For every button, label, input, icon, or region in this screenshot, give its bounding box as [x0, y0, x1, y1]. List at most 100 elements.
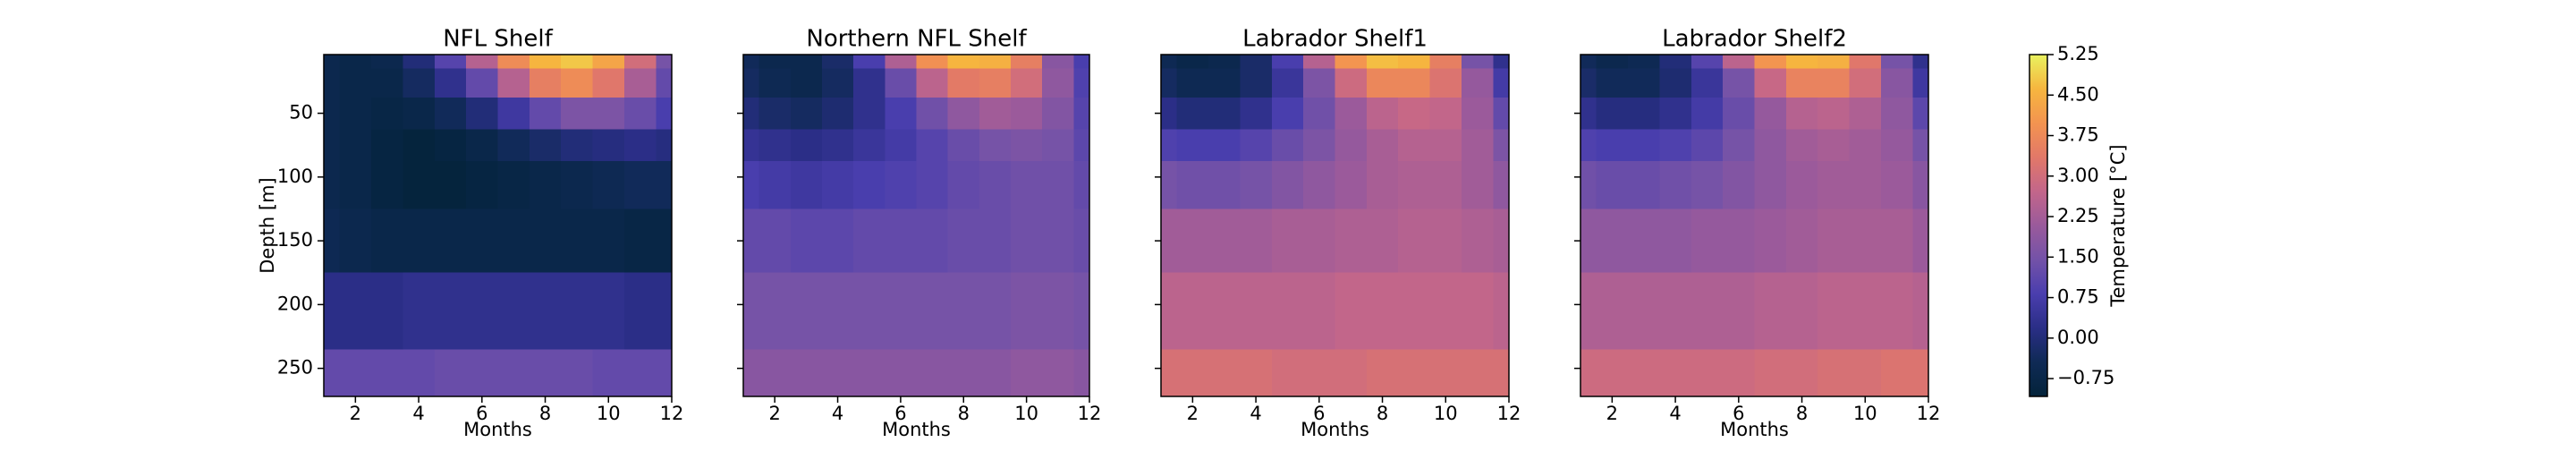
heat-cell [758, 272, 792, 350]
heat-cell [1271, 208, 1304, 274]
heat-cell [371, 129, 404, 162]
x-tick-label: 8 [1377, 403, 1388, 424]
heat-cell [1335, 55, 1368, 70]
heat-cell [402, 161, 436, 210]
heat-cell [821, 272, 854, 350]
heat-cell [623, 68, 657, 98]
heat-cell [529, 97, 562, 130]
heat-cell [1271, 68, 1304, 98]
heat-cell [371, 349, 404, 397]
heat-cell [1659, 55, 1692, 70]
heat-cell [1303, 129, 1336, 162]
heat-cell [1754, 68, 1787, 98]
colorbar-label: Temperature [°C] [2107, 144, 2129, 307]
heat-cell [1659, 129, 1692, 162]
heat-cell [466, 161, 499, 210]
heat-cell [1690, 208, 1724, 274]
heat-cell [371, 55, 404, 70]
heat-cell [821, 68, 854, 98]
heat-cell [339, 55, 372, 70]
x-tick-label: 8 [1796, 403, 1808, 424]
x-axis-label: Months [463, 419, 532, 440]
heat-cell [1366, 272, 1399, 350]
heat-cell [561, 161, 594, 210]
heat-cell [1785, 68, 1818, 98]
colorbar-tick-label: 5.25 [2057, 43, 2099, 64]
heat-cell [592, 208, 625, 274]
x-axis-label: Months [882, 419, 951, 440]
heat-cell [434, 208, 467, 274]
heat-cell [1912, 161, 1929, 210]
plot-frame [742, 54, 1090, 397]
heat-cell [529, 55, 562, 70]
heat-cell [743, 208, 760, 274]
heat-cell [1690, 68, 1724, 98]
heat-cell [1723, 97, 1756, 130]
heat-cell [434, 129, 467, 162]
heat-cell [916, 55, 949, 70]
heat-cell [1398, 349, 1431, 397]
heat-cell [656, 97, 673, 130]
heat-cell [1690, 161, 1724, 210]
heat-cell [561, 208, 594, 274]
heat-cell [1011, 161, 1043, 210]
heat-cell [324, 55, 341, 70]
heat-cell [592, 161, 625, 210]
heat-cell [1271, 55, 1304, 70]
heat-cell [1011, 129, 1043, 162]
heat-cell [466, 68, 499, 98]
heat-cell [497, 129, 530, 162]
heat-cell [1493, 208, 1510, 274]
heat-cell [402, 208, 436, 274]
heat-cell [1303, 272, 1336, 350]
heat-cell [1073, 272, 1090, 350]
heat-cell [1271, 97, 1304, 130]
heat-cell [1240, 68, 1273, 98]
heat-cell [1596, 161, 1629, 210]
heat-cell [1240, 208, 1273, 274]
heat-cell [1042, 208, 1075, 274]
heat-cell [1240, 349, 1273, 397]
heat-cell [339, 161, 372, 210]
heat-cell [592, 55, 625, 70]
x-tick-label: 6 [1733, 403, 1744, 424]
heat-cell [1690, 349, 1724, 397]
heat-cell [1849, 161, 1882, 210]
heat-cell [1073, 97, 1090, 130]
heat-cell [758, 97, 792, 130]
heat-cell [1596, 68, 1629, 98]
heat-cell [1161, 55, 1178, 70]
heat-cell [623, 161, 657, 210]
heat-cell [885, 129, 918, 162]
x-tick-label: 8 [958, 403, 970, 424]
heat-cell [1208, 208, 1241, 274]
heat-cell [1208, 272, 1241, 350]
heat-cell [1011, 208, 1043, 274]
heat-cell [853, 68, 886, 98]
heat-cell [1849, 55, 1882, 70]
heat-cell [1366, 161, 1399, 210]
heat-cell [434, 68, 467, 98]
heat-cell [1628, 68, 1661, 98]
heat-cell [758, 208, 792, 274]
heat-cell [1849, 129, 1882, 162]
heat-cell [1176, 208, 1209, 274]
heat-cell [1429, 97, 1462, 130]
heat-cell [371, 208, 404, 274]
x-tick-label: 2 [768, 403, 780, 424]
heat-cell [1754, 129, 1787, 162]
heat-cell [623, 97, 657, 130]
heat-cell [1880, 129, 1913, 162]
heat-cell [1176, 349, 1209, 397]
heat-cell [1785, 55, 1818, 70]
panel-title: Labrador Shelf2 [1662, 26, 1847, 53]
heat-cell [1011, 272, 1043, 350]
heat-cell [1429, 161, 1462, 210]
heat-cell [1073, 55, 1090, 70]
heat-cell [1580, 208, 1597, 274]
heat-cell [821, 208, 854, 274]
x-tick-label: 12 [1497, 403, 1521, 424]
heat-cell [1912, 68, 1929, 98]
heat-cell [1659, 349, 1692, 397]
heat-cell [885, 208, 918, 274]
